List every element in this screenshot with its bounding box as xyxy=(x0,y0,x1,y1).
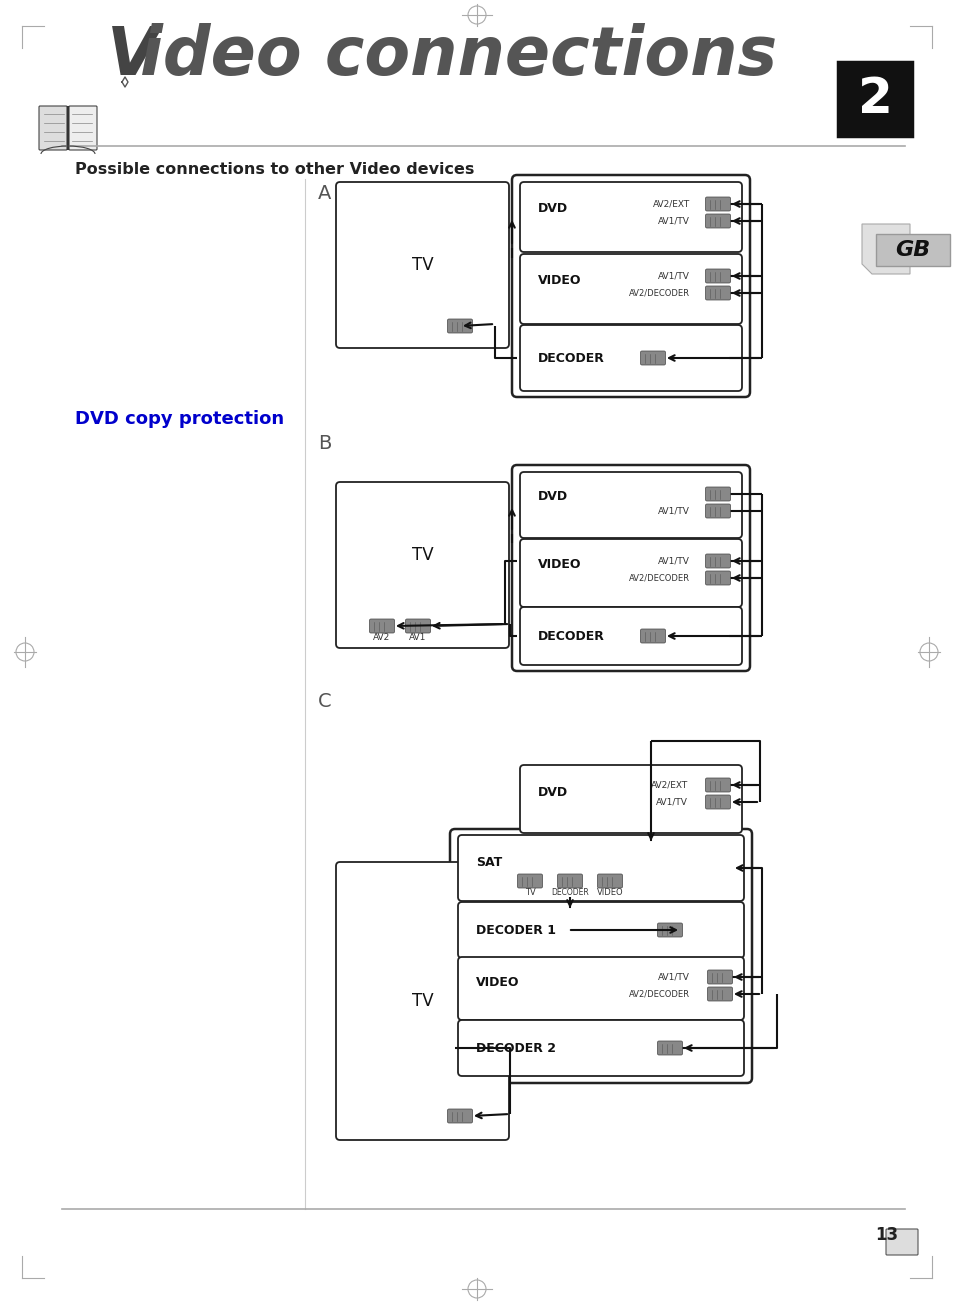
Text: C: C xyxy=(317,692,332,711)
Text: AV2/DECODER: AV2/DECODER xyxy=(628,990,689,999)
FancyBboxPatch shape xyxy=(457,957,743,1020)
Text: DVD: DVD xyxy=(537,786,568,799)
FancyBboxPatch shape xyxy=(885,1228,917,1254)
FancyBboxPatch shape xyxy=(875,233,949,266)
Text: TV: TV xyxy=(412,992,433,1011)
FancyBboxPatch shape xyxy=(705,214,730,228)
Text: DECODER: DECODER xyxy=(551,888,588,897)
Text: 13: 13 xyxy=(874,1226,897,1244)
Text: AV1/TV: AV1/TV xyxy=(658,557,689,566)
Text: AV2/EXT: AV2/EXT xyxy=(650,781,687,789)
Text: DECODER: DECODER xyxy=(537,630,604,643)
FancyBboxPatch shape xyxy=(657,1041,681,1055)
FancyBboxPatch shape xyxy=(705,286,730,300)
Text: AV1/TV: AV1/TV xyxy=(658,216,689,226)
FancyBboxPatch shape xyxy=(39,106,67,150)
Text: A: A xyxy=(317,184,331,203)
FancyBboxPatch shape xyxy=(519,183,741,252)
Text: VIDEO: VIDEO xyxy=(596,888,622,897)
Polygon shape xyxy=(862,224,909,274)
Text: AV1/TV: AV1/TV xyxy=(658,973,689,982)
FancyBboxPatch shape xyxy=(69,106,97,150)
FancyBboxPatch shape xyxy=(519,254,741,323)
Text: AV1/TV: AV1/TV xyxy=(658,506,689,515)
FancyBboxPatch shape xyxy=(519,539,741,606)
FancyBboxPatch shape xyxy=(705,505,730,518)
FancyBboxPatch shape xyxy=(597,874,622,888)
FancyBboxPatch shape xyxy=(639,351,665,365)
Text: DECODER 2: DECODER 2 xyxy=(476,1042,556,1055)
Text: TV: TV xyxy=(412,256,433,274)
FancyBboxPatch shape xyxy=(519,606,741,665)
FancyBboxPatch shape xyxy=(335,183,509,348)
Text: AV1/TV: AV1/TV xyxy=(658,271,689,280)
Text: 2: 2 xyxy=(857,76,891,123)
Text: B: B xyxy=(317,434,331,452)
Text: V: V xyxy=(107,23,158,89)
FancyBboxPatch shape xyxy=(447,1108,472,1123)
Text: SAT: SAT xyxy=(476,855,501,868)
Text: TV: TV xyxy=(524,888,535,897)
FancyBboxPatch shape xyxy=(335,862,509,1140)
FancyBboxPatch shape xyxy=(457,902,743,958)
FancyBboxPatch shape xyxy=(405,619,430,632)
FancyBboxPatch shape xyxy=(707,970,732,985)
FancyBboxPatch shape xyxy=(705,197,730,211)
FancyBboxPatch shape xyxy=(705,486,730,501)
Text: DECODER 1: DECODER 1 xyxy=(476,923,556,936)
Text: VIDEO: VIDEO xyxy=(476,975,519,988)
Text: DVD copy protection: DVD copy protection xyxy=(75,409,284,428)
Text: AV1: AV1 xyxy=(409,632,426,642)
FancyBboxPatch shape xyxy=(369,619,395,632)
Text: TV: TV xyxy=(412,546,433,565)
Text: DVD: DVD xyxy=(537,490,568,503)
FancyBboxPatch shape xyxy=(457,835,743,901)
FancyBboxPatch shape xyxy=(705,778,730,792)
Text: AV2/EXT: AV2/EXT xyxy=(652,200,689,209)
FancyBboxPatch shape xyxy=(519,765,741,833)
FancyBboxPatch shape xyxy=(705,554,730,569)
Text: VIDEO: VIDEO xyxy=(537,558,581,571)
FancyBboxPatch shape xyxy=(837,63,911,136)
FancyBboxPatch shape xyxy=(639,629,665,643)
Text: DECODER: DECODER xyxy=(537,352,604,365)
FancyBboxPatch shape xyxy=(519,472,741,539)
FancyBboxPatch shape xyxy=(557,874,582,888)
FancyBboxPatch shape xyxy=(707,987,732,1001)
FancyBboxPatch shape xyxy=(705,269,730,283)
FancyBboxPatch shape xyxy=(705,795,730,808)
FancyBboxPatch shape xyxy=(335,482,509,648)
FancyBboxPatch shape xyxy=(517,874,542,888)
FancyBboxPatch shape xyxy=(457,1020,743,1076)
FancyBboxPatch shape xyxy=(447,319,472,333)
FancyBboxPatch shape xyxy=(519,325,741,391)
Text: AV1/TV: AV1/TV xyxy=(656,798,687,806)
Text: AV2/DECODER: AV2/DECODER xyxy=(628,288,689,297)
Text: DVD: DVD xyxy=(537,202,568,215)
FancyBboxPatch shape xyxy=(657,923,681,938)
Text: GB: GB xyxy=(895,240,929,259)
Text: ideo connections: ideo connections xyxy=(140,23,777,89)
FancyBboxPatch shape xyxy=(705,571,730,585)
Text: Possible connections to other Video devices: Possible connections to other Video devi… xyxy=(75,162,474,177)
Text: VIDEO: VIDEO xyxy=(537,275,581,287)
Text: AV2/DECODER: AV2/DECODER xyxy=(628,574,689,583)
Text: AV2: AV2 xyxy=(373,632,390,642)
